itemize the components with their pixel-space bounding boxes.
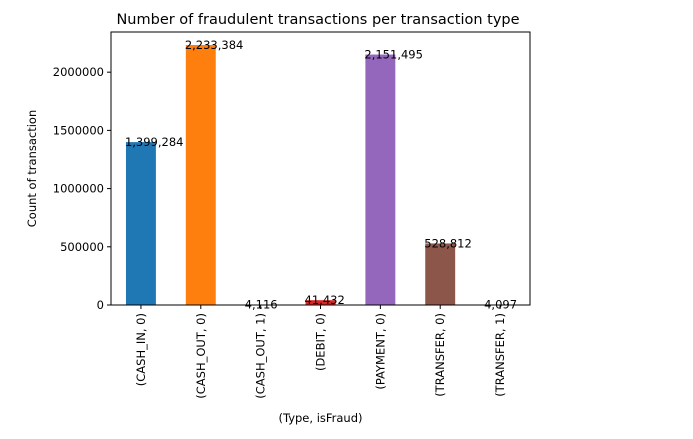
- data-label-6: 528,812: [424, 236, 472, 250]
- x-tick-label-5: (PAYMENT, 0): [373, 313, 387, 390]
- x-tick-label-2: (CASH_OUT, 0): [194, 313, 208, 399]
- bar-6: [425, 243, 455, 305]
- y-tick-label-4: 1500000: [53, 123, 104, 137]
- chart-title: Number of fraudulent transactions per tr…: [116, 12, 519, 28]
- bars-layer: [126, 45, 515, 305]
- x-tick-label-4: (DEBIT, 0): [314, 313, 328, 371]
- y-tick-label-1: 0: [97, 298, 104, 312]
- y-axis: 0 500000 1000000 1500000 2000000: [53, 65, 111, 312]
- data-label-5: 2,151,495: [364, 48, 423, 62]
- x-axis: (CASH_IN, 0) (CASH_OUT, 0) (CASH_OUT, 1) (D…: [134, 305, 507, 399]
- bar-1: [126, 142, 156, 305]
- y-tick-label-3: 1000000: [53, 182, 104, 196]
- y-tick-label-5: 2000000: [53, 65, 104, 79]
- x-tick-label-6: (TRANSFER, 0): [433, 313, 447, 397]
- data-label-2: 2,233,384: [185, 38, 244, 52]
- plot-frame: [111, 32, 530, 305]
- bar-5: [365, 55, 395, 305]
- x-tick-label-1: (CASH_IN, 0): [134, 313, 148, 386]
- bar-2: [186, 45, 216, 305]
- y-tick-label-2: 500000: [60, 240, 104, 254]
- data-label-1: 1,399,284: [125, 135, 184, 149]
- x-axis-label: (Type, isFraud): [278, 411, 362, 425]
- y-axis-label: Count of transaction: [25, 110, 39, 228]
- x-tick-label-7: (TRANSFER, 1): [493, 313, 507, 397]
- x-tick-label-3: (CASH_OUT, 1): [254, 313, 268, 399]
